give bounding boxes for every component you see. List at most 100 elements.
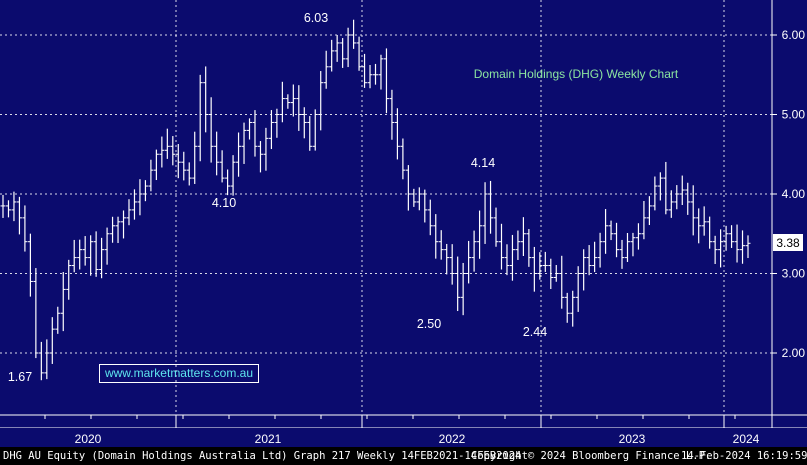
ohlc-bar [203,66,209,133]
ohlc-bar [575,266,581,312]
ohlc-bar [411,188,417,207]
ohlc-bar [444,243,450,275]
ohlc-bar [126,199,132,226]
ohlc-bar [22,205,28,252]
footer-copyright: Copyright© 2024 Bloomberg Finance L.P. [471,450,712,462]
ohlc-bar [241,122,247,164]
ohlc-bar [159,136,165,168]
year-label-2022: 2022 [439,432,466,446]
ohlc-bar [142,180,148,202]
ohlc-bar [99,237,105,279]
ohlc-bar [252,110,258,157]
ohlc-bar [247,118,253,140]
ohlc-bar [219,150,225,183]
ohlc-bar [82,236,88,266]
y-tick-label: 3.00 [782,267,806,281]
ohlc-bar [153,149,159,181]
ohlc-bar [356,36,362,71]
ohlc-bar [197,74,203,162]
ohlc-bar [504,244,510,276]
ohlc-bar [449,244,455,285]
ohlc-bar [433,214,439,259]
ohlc-bar [619,239,625,269]
ohlc-bar [652,176,658,211]
ohlc-bar [646,196,652,226]
ohlc-bar [268,110,274,150]
ohlc-bar [482,182,488,244]
ohlc-bar [624,232,630,262]
ohlc-bar [427,199,433,236]
x-axis: 2020 2021 2022 2023 2024 [0,428,807,447]
year-label-2023: 2023 [619,432,646,446]
ohlc-bar [696,208,702,244]
ohlc-bar [570,290,576,327]
ohlc-bar [685,182,691,215]
ohlc-bar [701,206,707,236]
ohlc-bar [55,306,61,334]
ohlc-bar [657,172,663,201]
ohlc-bar [707,216,713,249]
ohlc-bar [498,223,504,270]
ohlc-bar [581,249,587,291]
ohlc-bar [77,239,83,270]
year-label-2024: 2024 [733,432,760,446]
ohlc-bar [553,265,559,282]
ohlc-bar [745,235,751,259]
year-label-2020: 2020 [75,432,102,446]
ohlc-bar [307,116,313,151]
ohlc-bar [488,180,494,234]
watermark-link[interactable]: www.marketmatters.com.au [99,364,259,383]
ohlc-bar [279,81,285,123]
ohlc-bar [329,39,335,72]
year-label-2021: 2021 [255,432,282,446]
annotation-label: 4.14 [471,156,495,170]
ohlc-bar [60,271,66,332]
ohlc-bar [367,65,373,89]
ohlc-bar [509,234,515,281]
ohlc-bar [115,216,121,244]
ohlc-bar [723,225,729,251]
ohlc-bar [564,292,570,323]
ohlc-bar [301,107,307,139]
ohlc-bar [740,230,746,264]
ohlc-bar [471,230,477,272]
ohlc-bar [208,97,214,163]
ohlc-bar [712,235,718,264]
ohlc-bar [718,229,724,268]
ohlc-bar [230,155,236,196]
ohlc-bar [148,159,154,192]
ohlc-bar [389,89,395,140]
annotation-label: 4.10 [212,196,236,210]
ohlc-bar [214,131,220,176]
ohlc-bar [531,246,537,292]
last-price-tag: 3.38 [773,234,803,251]
y-tick-label: 6.00 [782,28,806,42]
ohlc-bar [405,165,411,211]
annotation-label: 2.50 [417,317,441,331]
ohlc-bar [164,128,170,159]
ohlc-bar [378,54,384,90]
ohlc-bar [416,187,422,211]
y-tick-label: 4.00 [782,187,806,201]
ohlc-bar [460,262,466,316]
ohlc-bar [630,232,636,257]
grid-lines [0,0,772,415]
ohlc-bar [334,34,340,62]
ohlc-bar [455,256,461,312]
ohlc-bar [477,210,483,259]
ohlc-bar [340,38,346,68]
ohlc-bar [71,239,77,273]
ohlc-bar [5,200,11,218]
ohlc-bar [27,233,33,297]
ohlc-bar [121,210,127,239]
ohlc-bar [137,179,143,216]
ohlc-bar [170,136,176,166]
ohlc-bar [400,138,406,180]
ohlc-bar [274,108,280,138]
ohlc-bar [88,235,94,276]
ohlc-bar [603,209,609,254]
ohlc-bar [383,48,389,114]
ohlc-bar [597,232,603,268]
ohlc-bars [0,19,751,381]
ohlc-bar [104,227,110,265]
